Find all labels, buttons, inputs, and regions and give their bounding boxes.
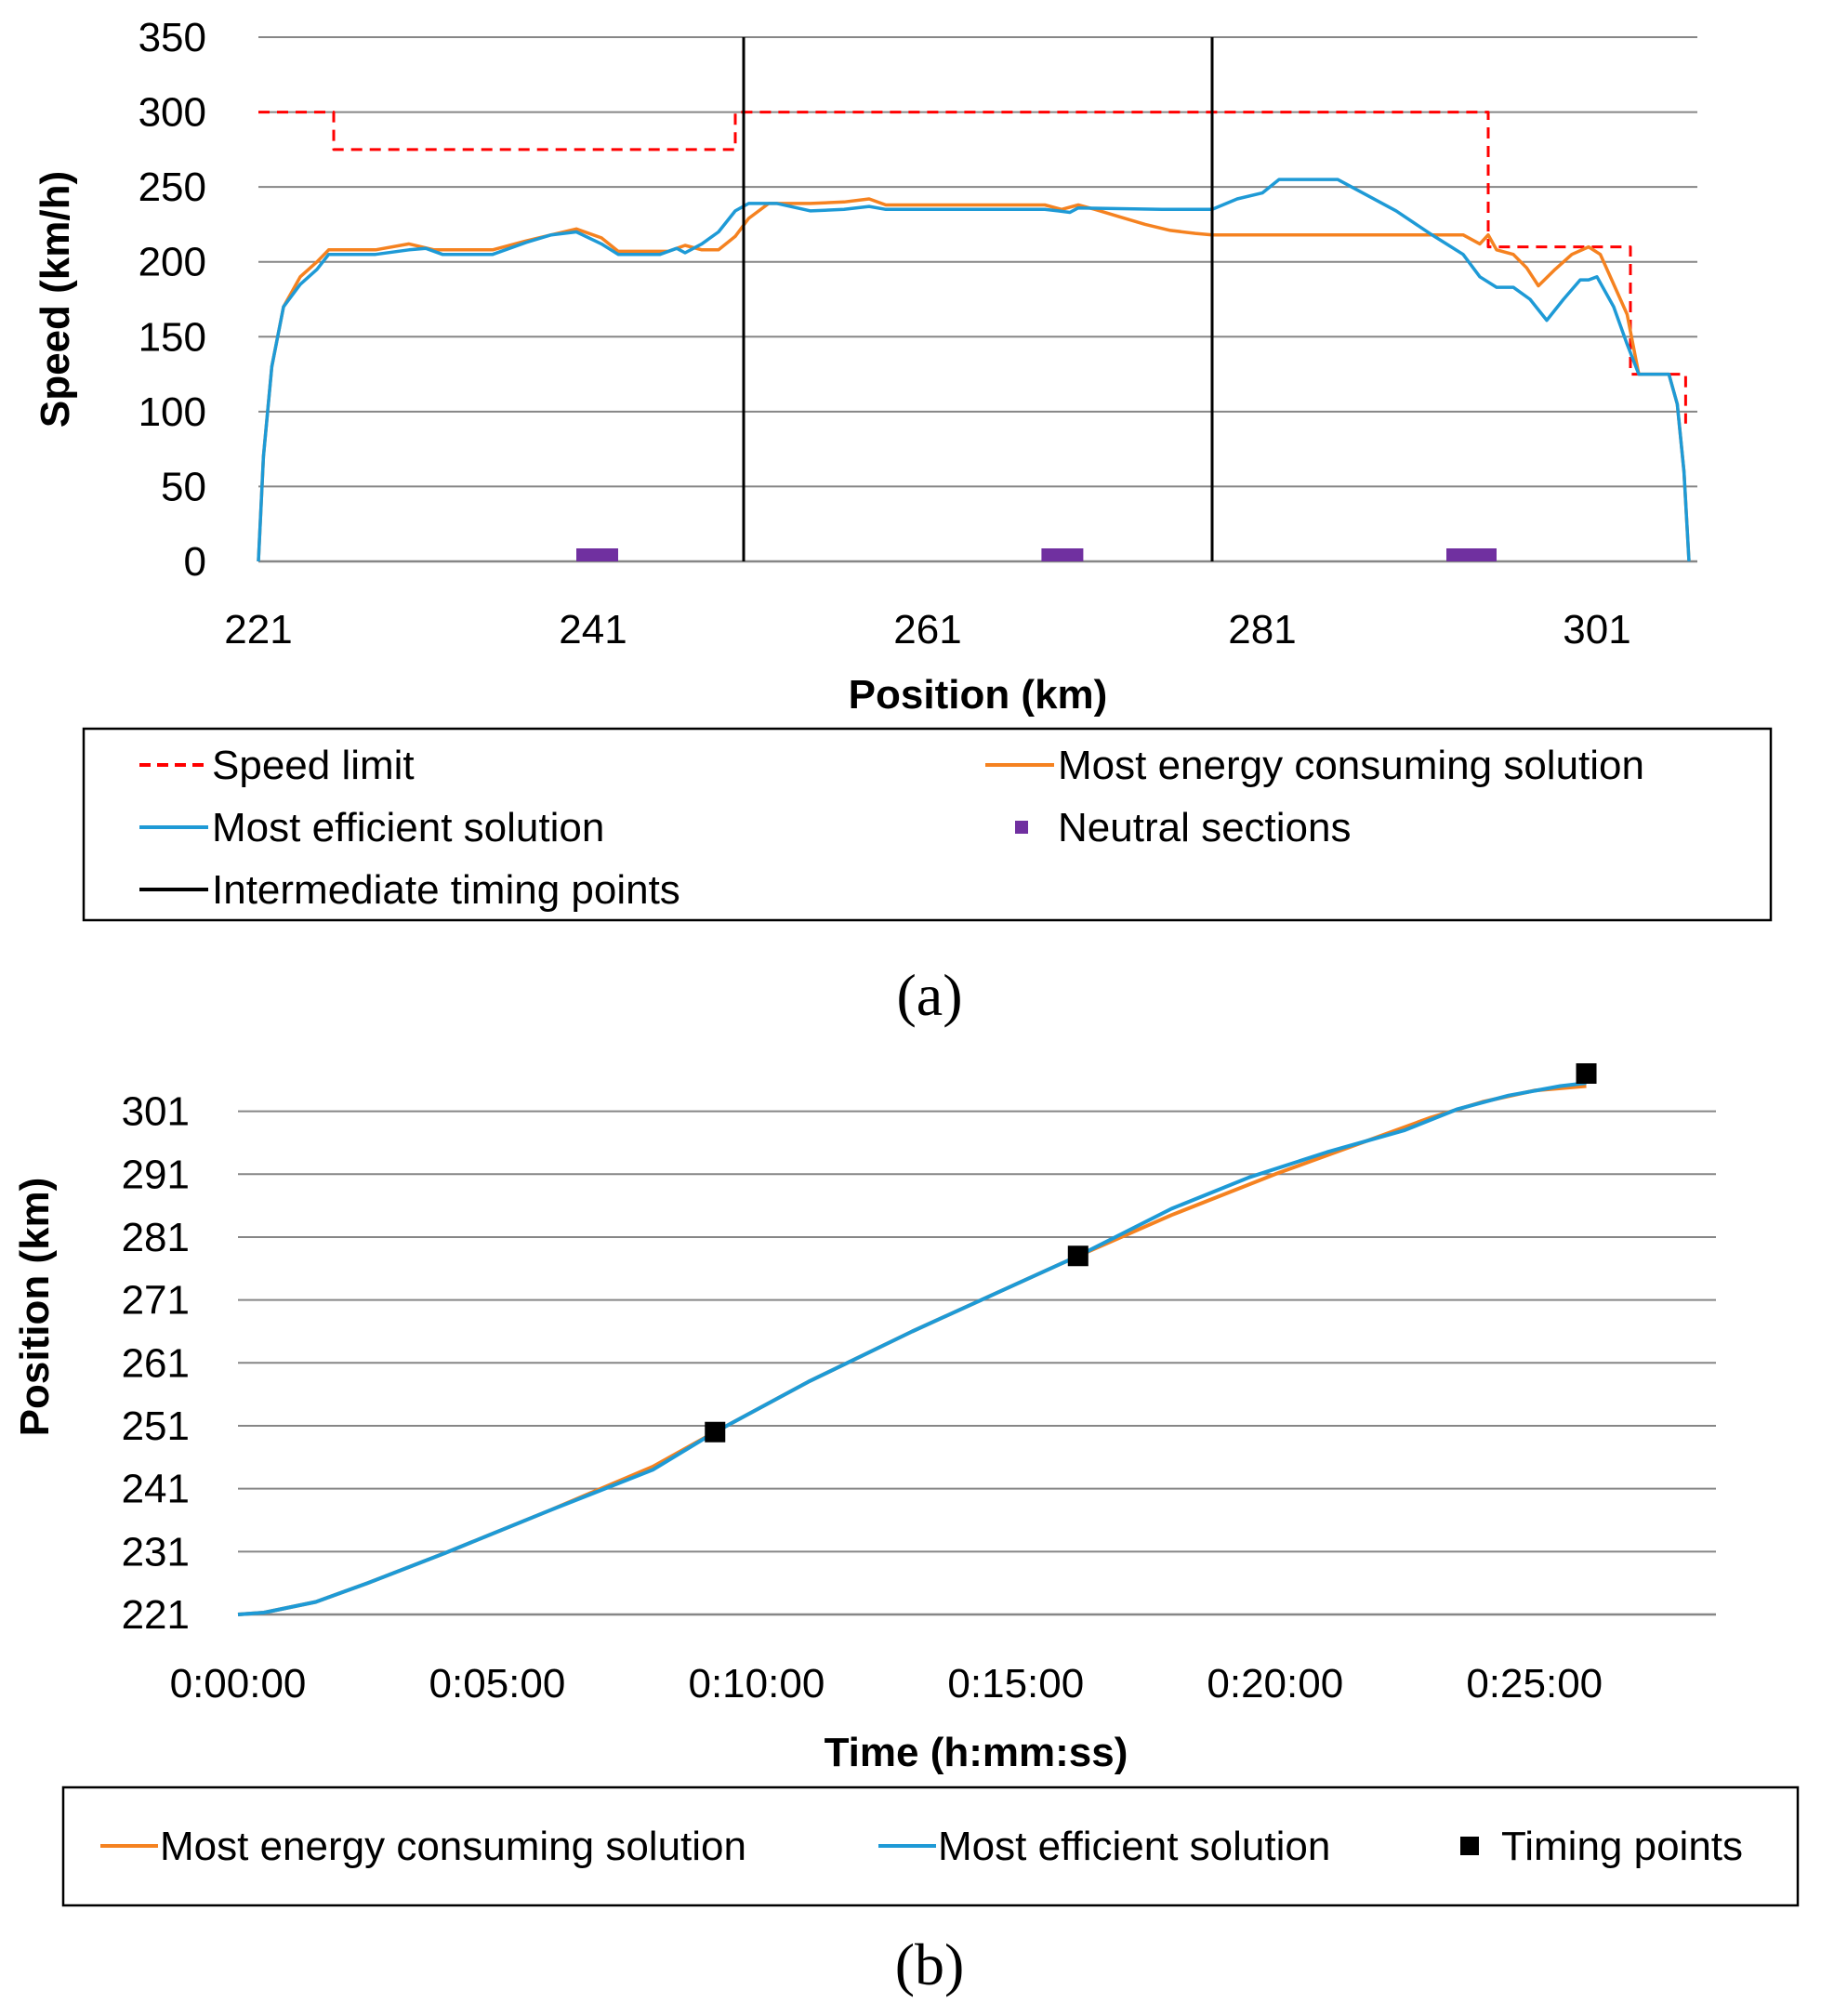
panel-b-series-efficient	[237, 1081, 1587, 1616]
panel-b-x-tick-label: 0:00:00	[170, 1661, 307, 1706]
panel-b-y-tick-label: 301	[122, 1089, 190, 1135]
panel-a-x-tick-label: 241	[559, 607, 627, 652]
panel-a-x-tick-label: 301	[1563, 607, 1630, 652]
panel-a-y-tick-label: 300	[139, 90, 206, 136]
panel-b-y-tick-label: 241	[122, 1467, 190, 1512]
panel-a-y-tick-label: 250	[139, 165, 206, 210]
panel-a-x-axis-title: Position (km)	[849, 672, 1108, 718]
timing-point-marker	[705, 1421, 726, 1443]
legend-swatch-neutral	[1015, 821, 1028, 834]
legend-label-efficient: Most efficient solution	[938, 1824, 1330, 1869]
panel-a-y-tick-label: 350	[139, 15, 206, 60]
legend-label-energy: Most energy consuming solution	[1058, 743, 1644, 788]
panel-b-x-tick-label: 0:25:00	[1466, 1661, 1603, 1706]
panel-b-x-axis-title: Time (h:mm:ss)	[825, 1730, 1128, 1775]
panel-a-label: (a)	[896, 962, 962, 1028]
panel-a-x-tick-label: 221	[224, 607, 292, 652]
legend-label-efficient: Most efficient solution	[212, 805, 604, 850]
panel-b-y-tick-label: 271	[122, 1278, 190, 1324]
panel-a-x-tick-label: 261	[893, 607, 961, 652]
panel-a-y-tick-label: 50	[161, 464, 206, 509]
panel-a-y-tick-label: 100	[139, 389, 206, 435]
panel-b-legend-box	[61, 1785, 1800, 1907]
panel-b-x-tick-label: 0:15:00	[947, 1661, 1084, 1706]
panel-a-legend: Speed limit Most energy consuming solutio…	[139, 743, 1644, 913]
panel-b-legend: Most energy consuming solution Most effic…	[100, 1824, 1743, 1869]
legend-label-neutral: Neutral sections	[1058, 805, 1351, 850]
timing-point-marker	[1067, 1245, 1089, 1267]
timing-point-marker	[1576, 1063, 1597, 1084]
panel-b-x-tick-label: 0:10:00	[688, 1661, 825, 1706]
panel-b-y-tick-label: 221	[122, 1592, 190, 1638]
legend-label-speed-limit: Speed limit	[212, 743, 415, 788]
panel-a-series-efficient	[257, 178, 1691, 562]
panel-b-position-chart: 221 231 241 251 261 271 281 291 301 0:00:00 0:05:0…	[12, 1063, 1800, 1997]
panel-b-y-tick-label: 231	[122, 1529, 190, 1575]
legend-label-timing: Intermediate timing points	[212, 867, 680, 913]
panel-b-y-tick-label: 261	[122, 1340, 190, 1386]
panel-b-y-tick-label: 291	[122, 1152, 190, 1197]
neutral-section-marker	[576, 548, 618, 561]
neutral-section-marker	[1041, 548, 1084, 561]
legend-label-timing: Timing points	[1501, 1824, 1743, 1869]
panel-a-series-speed-limit	[258, 111, 1687, 424]
panel-b-plot-area	[238, 1074, 1716, 1614]
panel-a-x-tick-label: 281	[1228, 607, 1296, 652]
panel-b-x-tick-label: 0:20:00	[1207, 1661, 1343, 1706]
panel-a-y-axis-title: Speed (km/h)	[33, 171, 78, 428]
panel-a-y-tick-label: 0	[184, 539, 206, 585]
panel-b-y-tick-label: 251	[122, 1403, 190, 1449]
panel-b-label: (b)	[895, 1931, 965, 1997]
panel-b-y-tick-label: 281	[122, 1215, 190, 1260]
neutral-section-marker	[1446, 548, 1497, 561]
legend-label-energy: Most energy consuming solution	[160, 1824, 746, 1869]
panel-a-y-tick-label: 200	[139, 240, 206, 285]
legend-swatch-timing	[1460, 1837, 1479, 1855]
panel-a-legend-box	[82, 727, 1773, 922]
panel-b-y-axis-title: Position (km)	[12, 1178, 58, 1437]
panel-a-speed-chart: 0 50 100 150 200 250 300 350 221 241 261 281 301 Pos…	[33, 15, 1773, 1028]
panel-a-y-tick-label: 150	[139, 314, 206, 360]
panel-b-x-tick-label: 0:05:00	[429, 1661, 566, 1706]
panel-a-plot-area	[258, 37, 1697, 561]
